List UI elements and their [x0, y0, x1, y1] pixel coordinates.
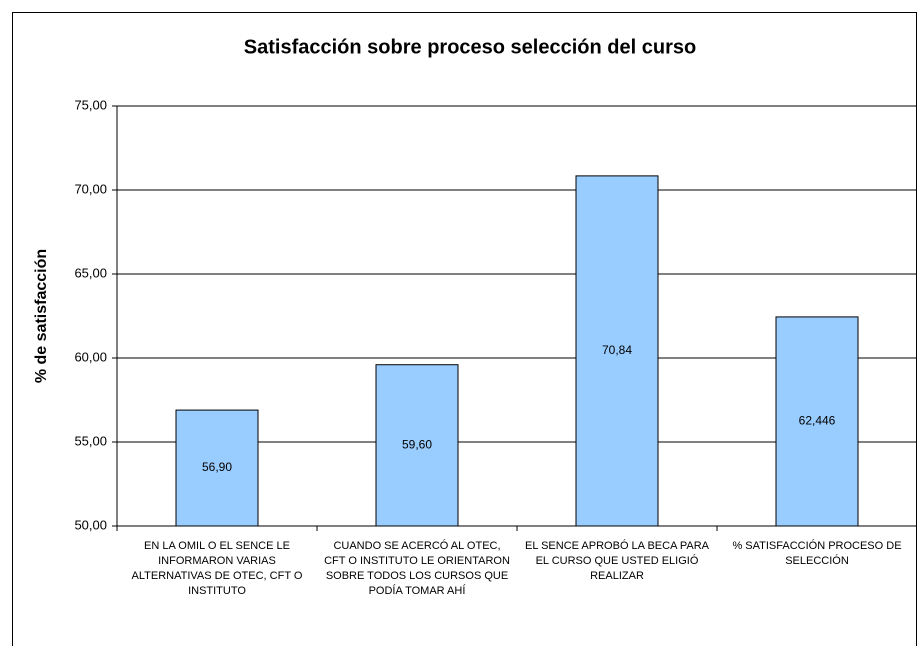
- y-tick-label: 70,00: [74, 181, 107, 196]
- y-tick-label: 50,00: [74, 517, 107, 532]
- bar: [375, 364, 459, 527]
- chart-border: [12, 12, 917, 646]
- y-tick-label: 60,00: [74, 349, 107, 364]
- x-tick-label: CUANDO SE ACERCÓ AL OTEC, CFT O INSTITUT…: [324, 540, 510, 597]
- x-tick-label: % SATISFACCIÓN PROCESO DE SELECCIÓN: [732, 540, 902, 567]
- y-tick-label: 55,00: [74, 433, 107, 448]
- chart-title: Satisfacción sobre proceso selección del…: [244, 36, 696, 58]
- value-label: 70,84: [602, 343, 632, 357]
- value-label: 62,446: [799, 414, 836, 428]
- bar: [775, 316, 859, 527]
- x-tick-label: EN LA OMIL O EL SENCE LE INFORMARON VARI…: [131, 540, 303, 597]
- value-label: 56,90: [202, 460, 232, 474]
- bar: [575, 175, 659, 527]
- bar: [175, 409, 259, 527]
- value-label: 59,60: [402, 438, 432, 452]
- y-tick-label: 65,00: [74, 265, 107, 280]
- y-axis-label: % de satisfacción: [33, 249, 50, 383]
- y-tick-label: 75,00: [74, 97, 107, 112]
- x-tick-label: EL SENCE APROBÓ LA BECA PARA EL CURSO QU…: [524, 540, 710, 582]
